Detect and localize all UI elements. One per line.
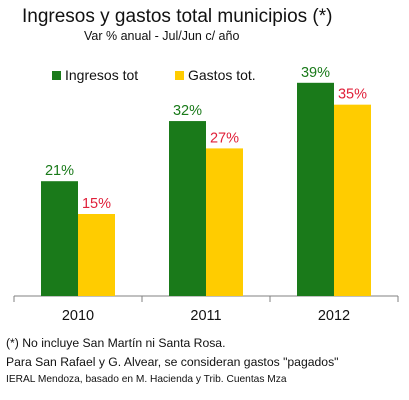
legend-label-ingresos: Ingresos tot (65, 67, 139, 83)
source-note: IERAL Mendoza, basado en M. Hacienda y T… (6, 374, 287, 385)
footnotes: (*) No incluye San Martín ni Santa Rosa.… (6, 334, 339, 372)
legend-label-gastos: Gastos tot. (188, 67, 256, 83)
legend-swatch-gastos (175, 70, 184, 80)
data-label-ingresos-2012: 39% (301, 65, 330, 81)
bar-gastos-2011 (206, 148, 243, 296)
chart-title: Ingresos y gastos total municipios (*) (22, 6, 333, 27)
data-label-ingresos-2011: 32% (173, 103, 202, 119)
bar-gastos-2012 (334, 104, 371, 297)
legend-item-gastos: Gastos tot. (175, 67, 256, 83)
data-label-gastos-2012: 35% (338, 87, 367, 103)
x-tick-label-2012: 2012 (318, 308, 350, 324)
data-label-gastos-2011: 27% (210, 130, 239, 146)
x-tick-label-2010: 2010 (62, 308, 94, 324)
legend: Ingresos tot Gastos tot. (0, 67, 409, 85)
chart-subtitle: Var % anual - Jul/Jun c/ año (84, 29, 240, 43)
x-tick-label-2011: 2011 (190, 308, 221, 324)
bar-ingresos-2010 (41, 181, 78, 296)
data-label-ingresos-2010: 21% (45, 163, 74, 179)
bar-ingresos-2012 (297, 82, 334, 296)
footnote-1: (*) No incluye San Martín ni Santa Rosa. (6, 336, 226, 350)
footnote-2: Para San Rafael y G. Alvear, se consider… (6, 355, 339, 369)
bar-ingresos-2011 (169, 121, 206, 296)
bar-gastos-2010 (78, 214, 115, 296)
data-label-gastos-2010: 15% (82, 196, 111, 212)
legend-swatch-ingresos (52, 70, 61, 80)
legend-item-ingresos: Ingresos tot (52, 67, 138, 83)
